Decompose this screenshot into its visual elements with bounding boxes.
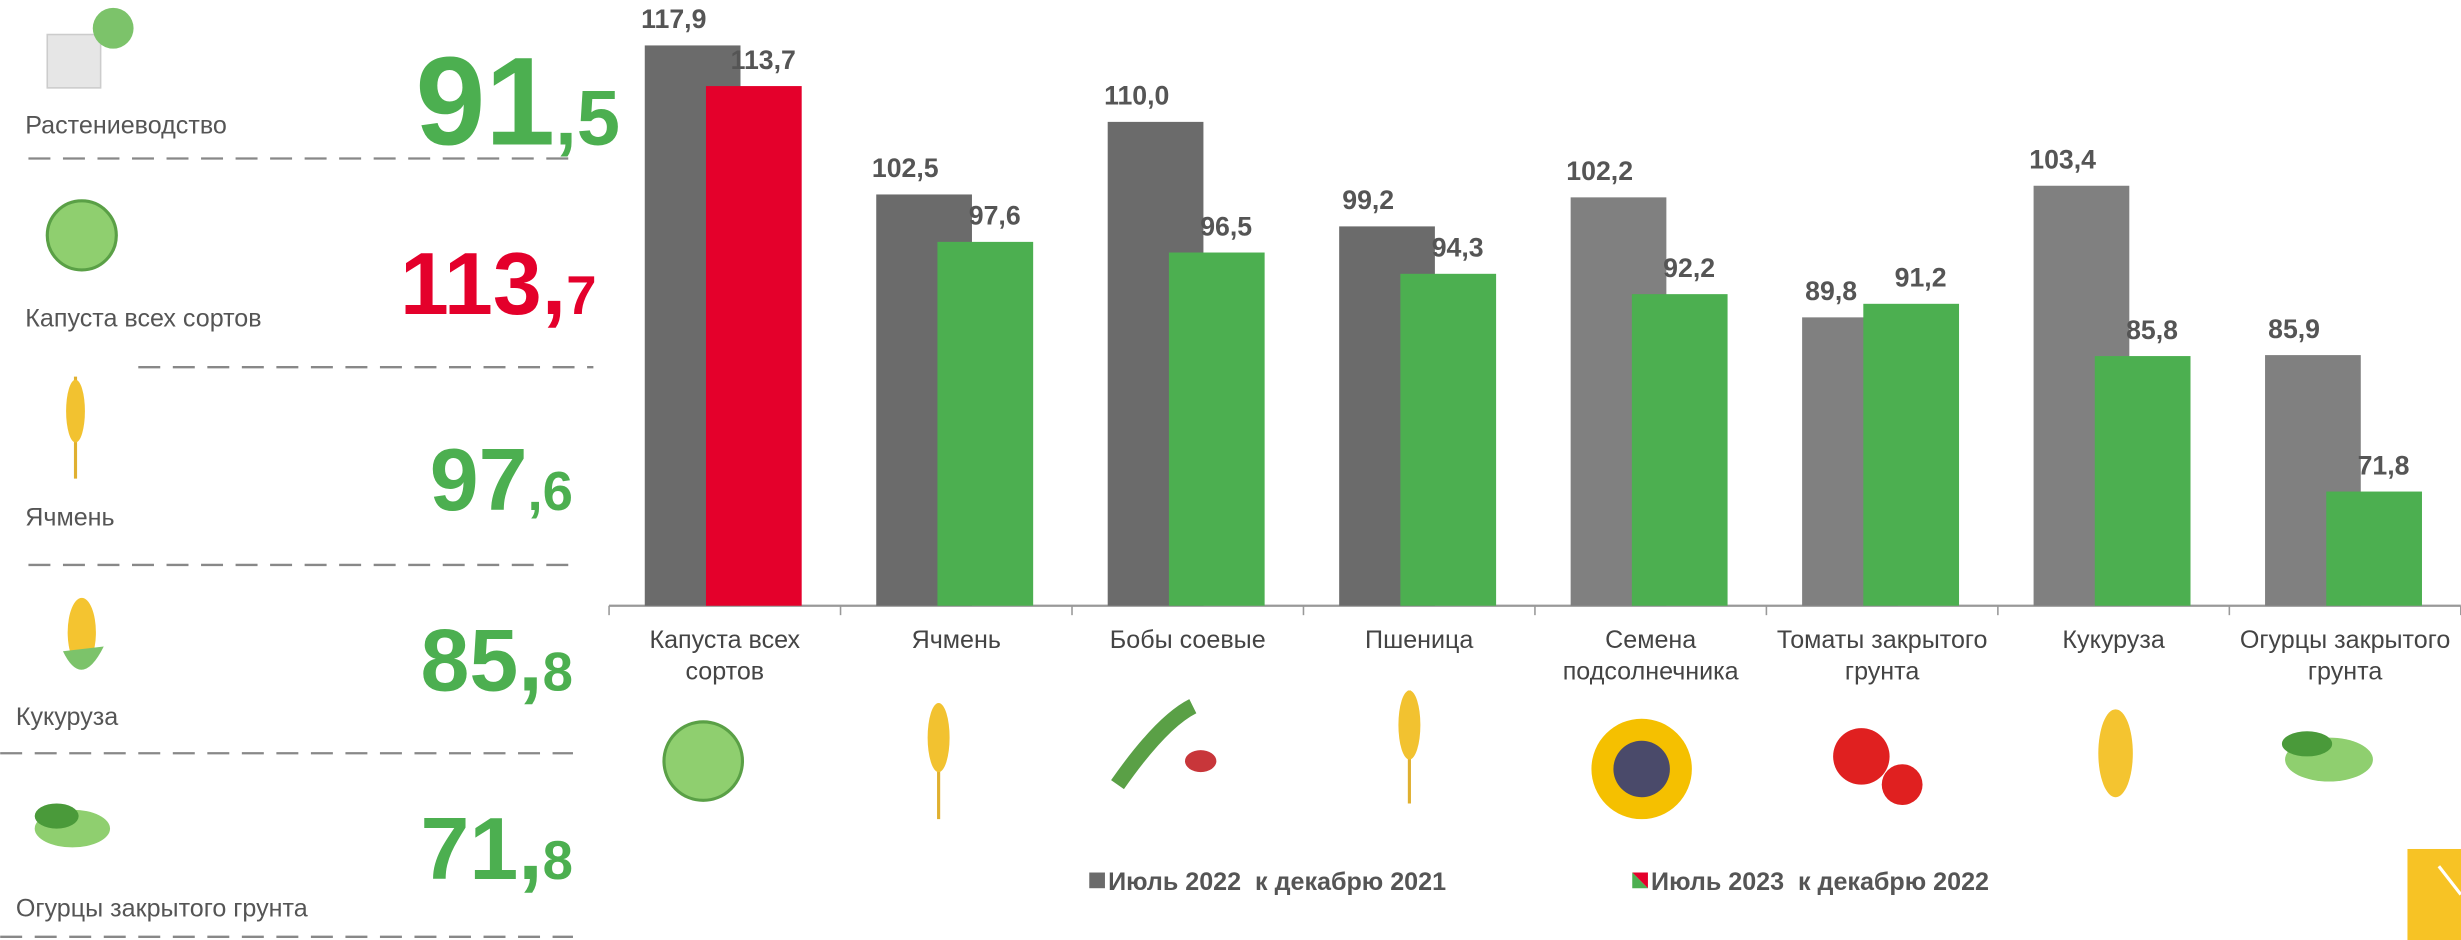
item-value: 91,5 — [415, 30, 620, 171]
category-icons — [662, 690, 2373, 820]
panel-icons — [34, 7, 134, 848]
value-whole: 71, — [421, 799, 543, 898]
bar — [705, 86, 802, 606]
bar — [2326, 491, 2422, 606]
value-whole: 97 — [430, 430, 528, 529]
bar — [1400, 273, 1497, 606]
value-label: 92,2 — [1663, 253, 1715, 283]
x-tick-label: Капуста всех сортов — [649, 626, 800, 685]
value-label: 102,5 — [872, 153, 939, 183]
item-label: Ячмень — [25, 504, 114, 532]
value-label: 94,3 — [1432, 233, 1484, 263]
x-tick-label: Бобы соевые — [1110, 626, 1266, 654]
value-label: 97,6 — [969, 201, 1021, 231]
value-fraction: ,6 — [528, 461, 573, 522]
item-value: 71,8 — [421, 799, 573, 898]
bar — [937, 241, 1034, 606]
value-label: 110,0 — [1104, 81, 1169, 111]
value-label: 96,5 — [1200, 211, 1252, 241]
value-label: 102,2 — [1566, 156, 1633, 186]
value-label: 85,8 — [2126, 315, 2178, 345]
x-tick-label: Кукуруза — [2062, 626, 2164, 654]
bar — [1863, 303, 1960, 606]
value-whole: 113, — [400, 234, 566, 333]
item-label: Кукуруза — [16, 703, 118, 731]
legend-label: Июль 2023 к декабрю 2022 — [1651, 868, 1989, 896]
value-label: 103,4 — [2029, 144, 2096, 174]
legend-label: Июль 2022 к декабрю 2021 — [1108, 868, 1446, 896]
item-value: 97,6 — [430, 430, 573, 529]
bar — [1168, 252, 1265, 606]
value-label: 117,9 — [641, 4, 706, 34]
item-label: Капуста всех сортов — [25, 304, 261, 332]
legend-swatch — [1089, 872, 1105, 889]
item-label: Огурцы закрытого грунта — [16, 894, 308, 922]
value-whole: 85, — [421, 610, 543, 709]
item-value: 113,7 — [400, 234, 596, 333]
value-label: 91,2 — [1895, 263, 1947, 293]
value-label: 89,8 — [1805, 276, 1857, 306]
x-tick-label: Семена подсолнечника — [1563, 626, 1739, 685]
legend-swatch — [1632, 872, 1648, 889]
value-label: 99,2 — [1342, 185, 1394, 215]
value-fraction: 8 — [543, 641, 573, 702]
next-button[interactable] — [2407, 848, 2461, 940]
value-whole: 91 — [415, 30, 555, 171]
item-label: Растениеводство — [25, 111, 227, 139]
x-tick-label: Огурцы закрытого грунта — [2240, 626, 2450, 685]
x-tick-label: Пшеница — [1365, 626, 1473, 654]
value-fraction: ,5 — [555, 75, 620, 161]
value-label: 71,8 — [2358, 450, 2410, 480]
bar — [2094, 356, 2191, 606]
next-arrow — [2437, 865, 2461, 896]
x-tick-label: Ячмень — [912, 626, 1001, 654]
item-value: 85,8 — [421, 610, 573, 709]
bar — [1631, 294, 1728, 606]
x-tick-label: Томаты закрытого грунта — [1777, 626, 1988, 685]
value-fraction: 8 — [543, 830, 573, 891]
value-fraction: 7 — [566, 265, 596, 326]
value-label: 85,9 — [2268, 314, 2320, 344]
value-label: 113,7 — [731, 45, 796, 75]
